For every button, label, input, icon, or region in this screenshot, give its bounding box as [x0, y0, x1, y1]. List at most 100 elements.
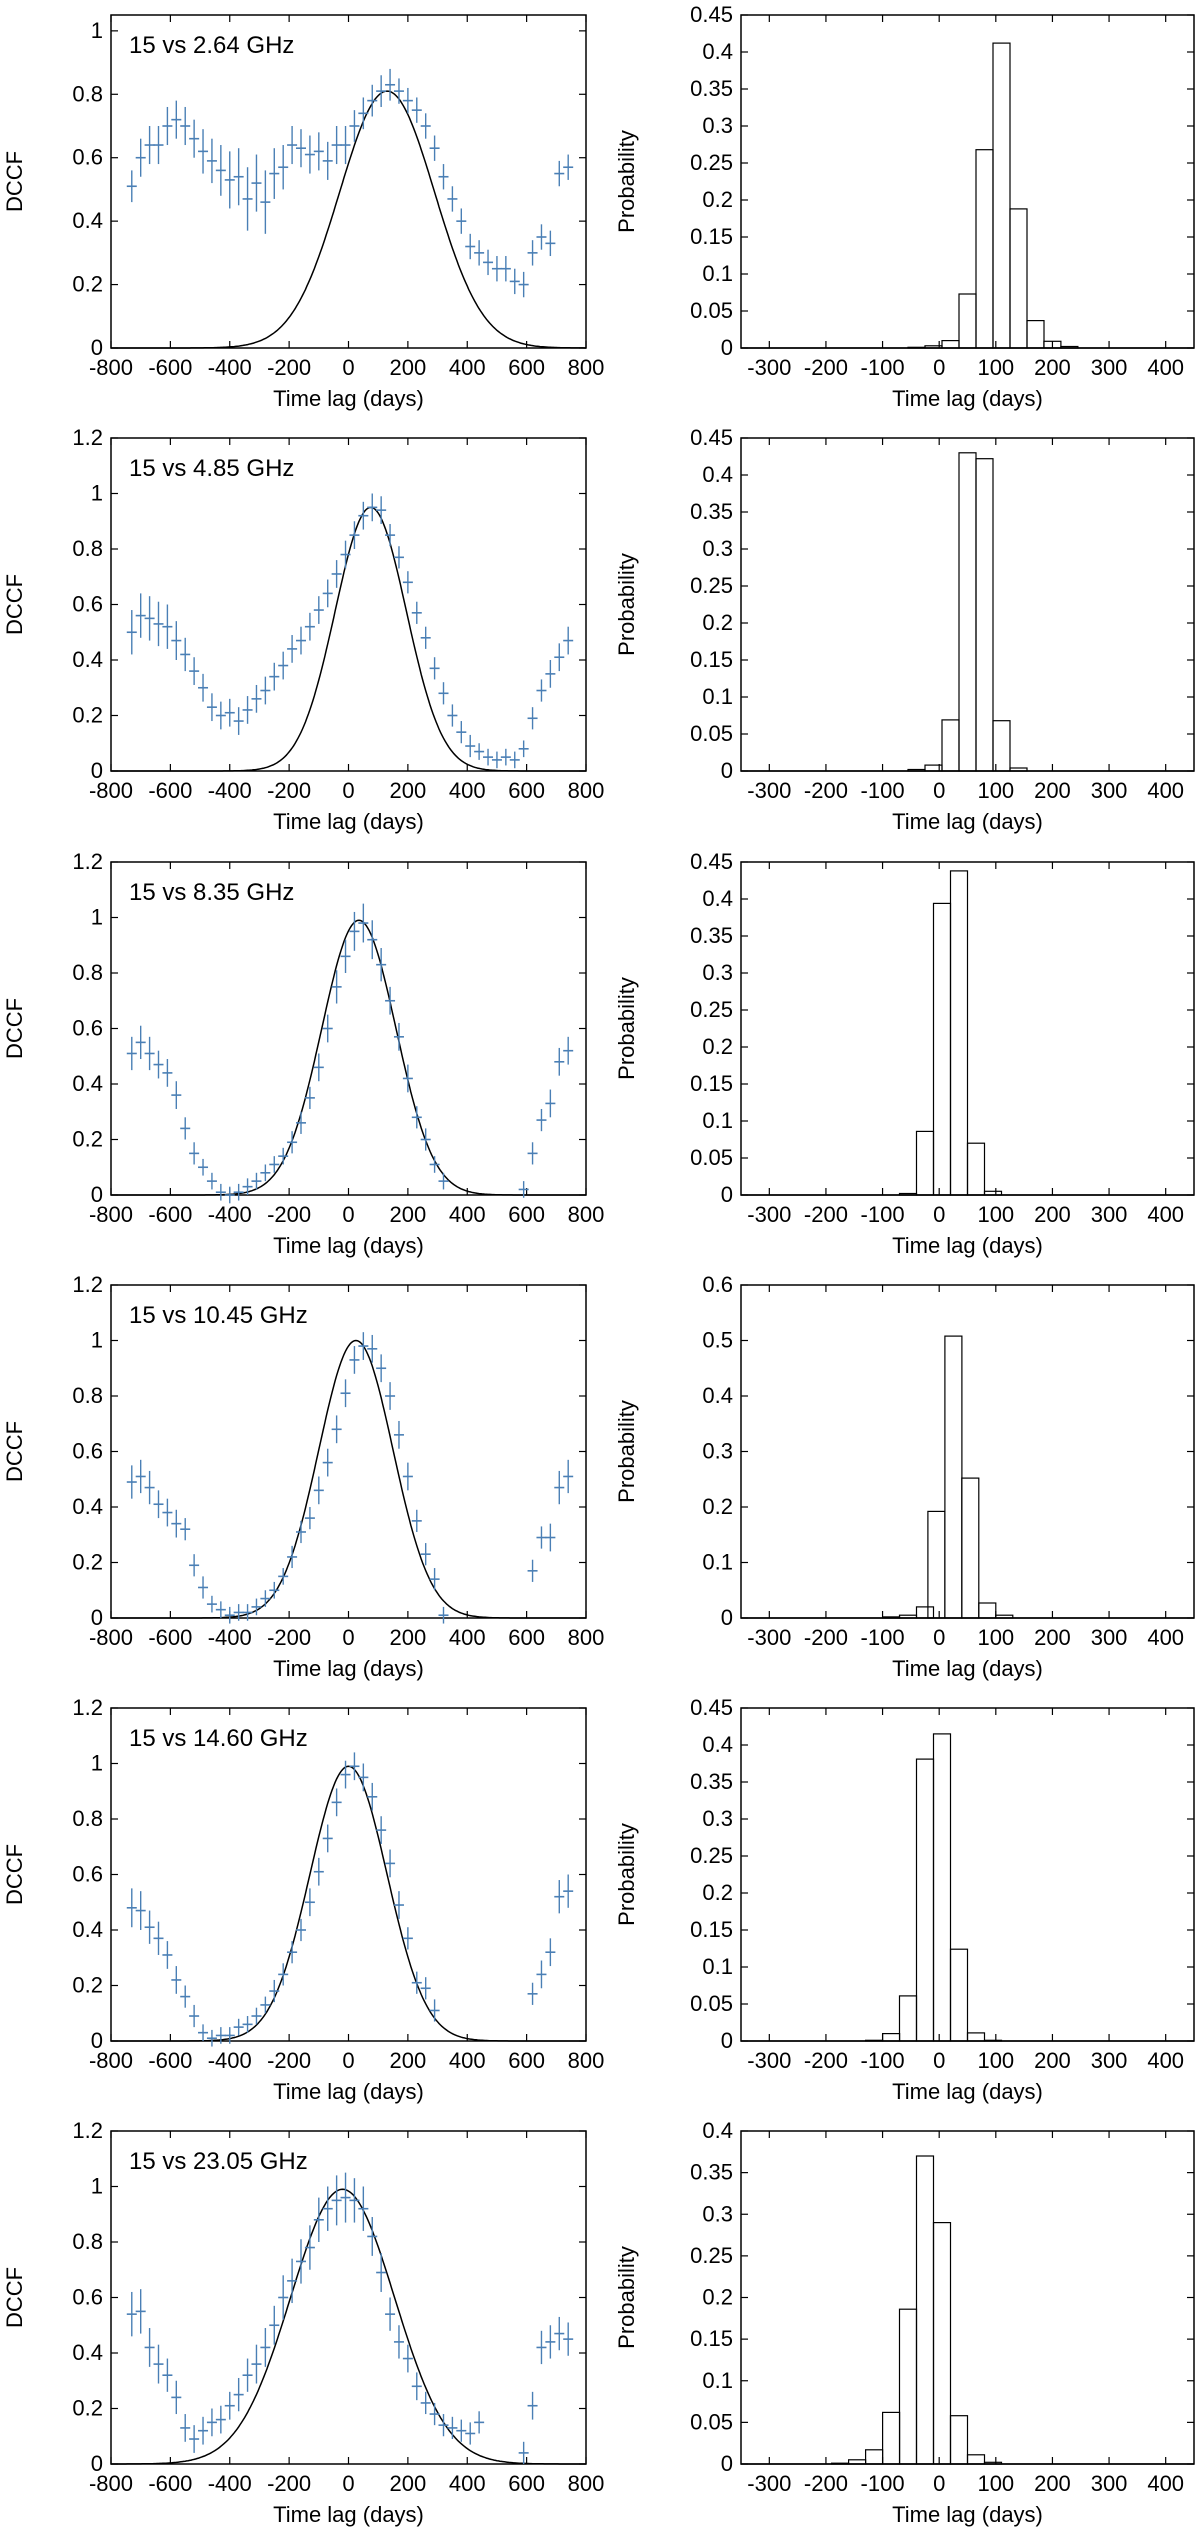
y-tick-label: 0.6 [72, 592, 103, 617]
y-tick-label: 0.8 [72, 536, 103, 561]
data-point [171, 100, 182, 139]
data-point [402, 87, 413, 114]
data-point [385, 68, 396, 101]
y-tick-label: 0.05 [690, 721, 733, 746]
data-point [554, 1047, 565, 1076]
data-point [527, 707, 538, 730]
data-point [367, 84, 378, 117]
y-tick-label: 0.05 [690, 2409, 733, 2434]
y-axis-label: Probability [614, 2246, 639, 2349]
y-tick-label: 0.6 [72, 145, 103, 170]
y-tick-label: 0.5 [702, 1328, 733, 1353]
data-point [358, 1332, 369, 1360]
data-point [393, 1022, 404, 1051]
data-point [322, 2186, 333, 2231]
panel-title: 15 vs 14.60 GHz [129, 1725, 308, 1752]
data-point [278, 1147, 289, 1165]
histogram-bar [992, 42, 1011, 349]
dccf-panel-4: 0 0.2 0.4 0.6 0.8 1 1.2 -800 -600 -400 -200 0 200 400… [2, 1272, 604, 1681]
y-tick-label: 0.2 [702, 2285, 733, 2310]
x-tick-label: 100 [977, 1625, 1014, 1650]
data-point [206, 1172, 217, 1190]
dccf-panel-6: 0 0.2 0.4 0.6 0.8 1 1.2 -800 -600 -400 -200 0 200 400… [2, 2118, 604, 2527]
data-point [376, 496, 387, 525]
x-tick-label: -400 [208, 778, 252, 803]
y-tick-label: 1.2 [72, 1272, 103, 1297]
data-point [189, 119, 200, 158]
data-point [144, 596, 155, 641]
x-tick-label: -600 [148, 2048, 192, 2073]
data-point [349, 110, 360, 142]
data-point [126, 610, 137, 655]
data-point [180, 2414, 191, 2442]
y-tick-label: 0 [91, 758, 103, 783]
y-tick-label: 0.8 [72, 1806, 103, 1831]
y-tick-label: 0.8 [72, 81, 103, 106]
histogram-panel-6: 0 0.05 0.1 0.15 0.2 0.25 0.3 0.35 0.4 -300 -200 -10… [614, 2118, 1195, 2527]
histogram-bar [1009, 208, 1028, 349]
data-point [420, 1977, 431, 2000]
y-tick-label: 0.6 [72, 2285, 103, 2310]
data-point [224, 698, 235, 727]
y-tick-label: 0.25 [690, 150, 733, 175]
data-point [215, 2027, 226, 2044]
panel-title: 15 vs 2.64 GHz [129, 32, 294, 59]
data-point [420, 113, 431, 139]
histogram-bar [898, 1995, 918, 2042]
data-point [269, 662, 280, 691]
x-tick-label: -400 [208, 1625, 252, 1650]
x-tick-label: -400 [208, 355, 252, 380]
data-point [385, 1382, 396, 1410]
y-tick-label: 0 [721, 2451, 733, 2476]
data-point [198, 129, 209, 174]
data-point [367, 493, 378, 522]
histogram-bar [958, 293, 977, 349]
data-point [518, 740, 529, 758]
data-point [242, 1178, 253, 1195]
y-tick-label: 0.45 [690, 2, 733, 27]
x-tick-label: 200 [390, 355, 427, 380]
histogram-bar [975, 458, 994, 772]
data-point [420, 1128, 431, 1151]
data-point [509, 751, 520, 769]
y-tick-label: 0.05 [690, 298, 733, 323]
data-point [313, 2197, 324, 2242]
y-axis-label: Probability [614, 553, 639, 656]
x-tick-label: 200 [390, 778, 427, 803]
y-tick-label: 0 [91, 1605, 103, 1630]
data-point [322, 1448, 333, 1477]
dccf-panel-1: 0 0.2 0.4 0.6 0.8 1 -800 -600 -400 -200 0 200 400 600… [2, 14, 604, 411]
data-point [233, 148, 244, 206]
x-tick-label: 0 [933, 778, 945, 803]
y-tick-label: 1 [91, 1328, 103, 1353]
data-point [420, 626, 431, 649]
x-axis-label: Time lag (days) [273, 809, 424, 834]
x-tick-label: 0 [933, 355, 945, 380]
data-point [260, 1590, 271, 1607]
plot-frame [110, 2130, 587, 2465]
x-tick-label: 0 [933, 2048, 945, 2073]
x-tick-label: 200 [1034, 1202, 1071, 1227]
gaussian-fit-curve [111, 1765, 586, 2042]
y-tick-label: 0.4 [702, 1732, 733, 1757]
x-tick-label: 300 [1091, 2048, 1128, 2073]
data-point [233, 707, 244, 735]
data-point [331, 1788, 342, 1817]
data-point [331, 1415, 342, 1444]
x-tick-label: 100 [977, 2471, 1014, 2496]
data-point [260, 1164, 271, 1182]
data-point [153, 601, 164, 647]
data-point [313, 596, 324, 624]
data-point [367, 2217, 378, 2256]
x-tick-label: -300 [747, 355, 791, 380]
x-tick-label: -600 [148, 1625, 192, 1650]
x-tick-label: 0 [342, 2471, 354, 2496]
histogram-bar [966, 1142, 986, 1196]
panel-title: 15 vs 10.45 GHz [129, 1302, 308, 1329]
y-tick-label: 0.2 [702, 187, 733, 212]
data-point [322, 141, 333, 180]
histogram-panel-3: 0 0.05 0.1 0.15 0.2 0.25 0.3 0.35 0.4 0.45 -300 -20… [614, 849, 1195, 1258]
data-point [483, 748, 494, 766]
plot-frame [740, 2130, 1195, 2465]
data-point [313, 1857, 324, 1886]
